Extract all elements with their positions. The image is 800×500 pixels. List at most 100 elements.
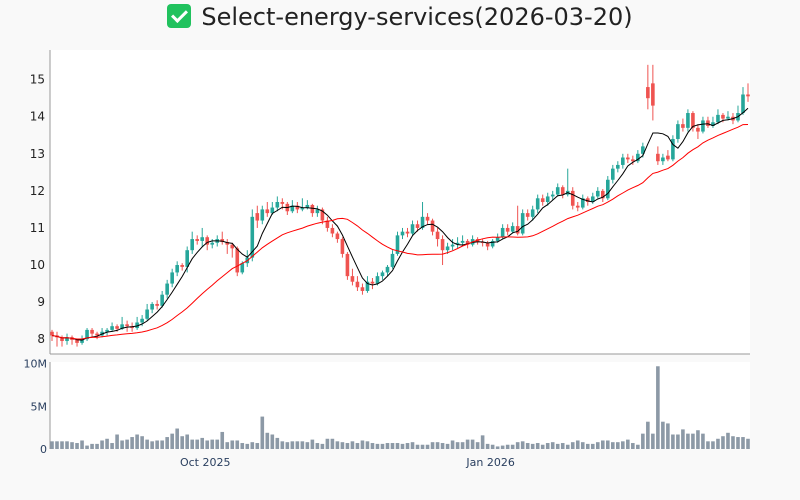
volume-bar [305,442,310,449]
volume-bar [270,434,275,449]
volume-bar [80,440,84,449]
volume-bar [215,439,220,449]
candle-up [530,209,535,217]
candle-up [686,113,690,128]
volume-bar [240,443,245,449]
candle-down [646,87,650,99]
volume-bar [430,442,435,449]
volume-bar [350,441,355,449]
candle-down [350,276,355,282]
volume-bar [175,428,179,449]
volume-bar [545,443,550,449]
candle-up [671,138,675,160]
volume-bar [380,443,385,449]
candle-up [110,326,114,330]
candle-down [330,227,335,234]
candle-down [515,226,520,234]
volume-bar [245,443,250,449]
candle-down [95,333,99,336]
candle-up [616,164,620,169]
candle-down [570,190,575,206]
volume-bar [701,433,705,449]
volume-bar [671,434,675,449]
volume-bar [726,432,730,449]
candle-down [585,198,590,202]
volume-bar [125,439,129,449]
volume-bar [345,443,350,449]
candle-up [200,237,205,241]
volume-bar [485,443,490,449]
volume-bar [605,440,610,449]
candle-up [140,318,144,323]
candle-up [390,253,395,267]
candle-down [540,198,545,202]
candle-down [681,124,685,128]
candle-up [621,157,625,165]
candle-up [590,196,595,202]
volume-bar [691,433,695,449]
volume-bar [395,443,400,449]
volume-bar [716,438,720,449]
moving-average-line-ma20 [51,124,749,340]
volume-bar [320,443,325,449]
candle-up [80,339,84,343]
volume-bar [415,444,420,449]
volume-bar [250,442,255,449]
candle-up [445,246,450,251]
candle-down [656,153,660,162]
volume-bar [140,436,144,449]
volume-bar [70,442,74,449]
candle-up [135,322,139,329]
volume-bar [260,416,265,449]
candle-up [270,207,275,214]
candle-up [210,242,215,245]
candle-down [50,331,54,336]
volume-tick-label: 5M [31,400,48,413]
candle-down [405,231,410,234]
volume-bar [736,437,740,449]
volume-bar [696,430,700,449]
candle-up [400,231,405,236]
volume-bar [515,442,520,449]
price-tick-label: 10 [30,258,45,272]
candle-up [380,272,385,277]
candle-up [365,281,370,291]
volume-bar [280,441,285,449]
candle-down [626,157,630,160]
volume-bar [656,366,660,449]
candle-down [480,242,485,244]
volume-bar [585,443,590,449]
candle-up [726,116,730,119]
candle-down [631,159,635,162]
volume-bar [285,442,290,449]
candle-up [701,120,705,132]
volume-bar [706,441,710,449]
candle-down [696,127,700,132]
volume-bar [651,433,655,449]
volume-bar [500,445,505,449]
candle-up [495,237,500,241]
candle-up [550,194,555,197]
volume-bar [150,441,154,449]
volume-bar [570,442,575,449]
candle-down [340,239,345,254]
volume-bar [65,441,69,449]
price-tick-label: 9 [37,295,45,309]
volume-bar [616,442,620,449]
volume-bar [661,421,665,449]
candle-down [651,83,655,106]
candle-down [325,220,330,228]
x-tick-label: Oct 2025 [180,456,231,469]
candle-down [205,237,210,245]
candle-down [666,155,670,160]
candle-down [180,265,184,267]
volume-bar [410,442,415,449]
chart-title-row: Select-energy-services(2026-03-20) [0,0,800,34]
volume-bar [100,440,104,449]
volume-bar [621,441,625,449]
candle-up [290,205,295,212]
candle-down [465,240,470,245]
candle-down [435,231,440,240]
candle-up [250,216,255,258]
volume-panel [50,362,750,449]
